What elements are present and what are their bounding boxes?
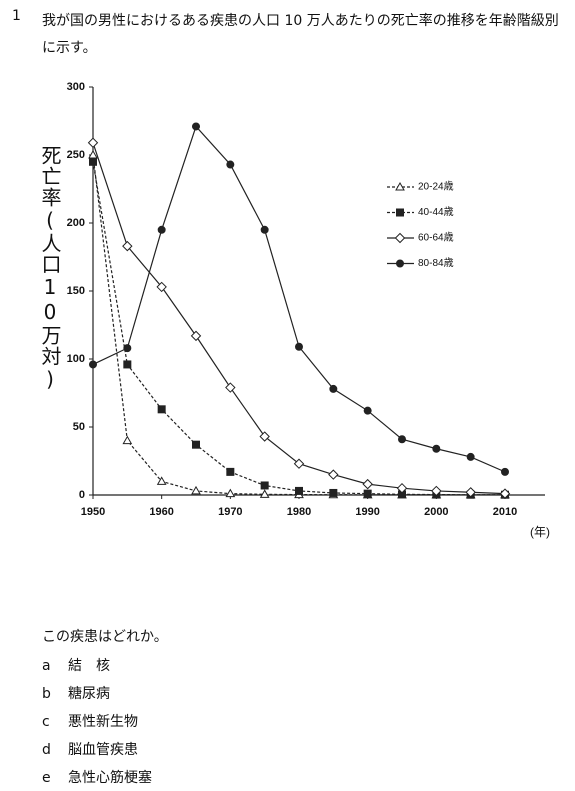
marker <box>293 458 305 469</box>
choice-text: 急性心筋梗塞 <box>68 770 152 786</box>
question-text: 我が国の男性におけるある疾患の人口 10 万人あたりの死亡率の推移を年齢階級別に… <box>42 13 559 56</box>
y-tick-label: 50 <box>73 421 85 433</box>
choice-text: 悪性新生物 <box>68 714 138 730</box>
marker <box>501 467 509 476</box>
marker <box>259 489 270 498</box>
x-tick-label: 1970 <box>218 506 242 518</box>
choice: b 糖尿病 <box>42 683 110 703</box>
y-tick-label: 0 <box>79 489 85 501</box>
choice: c 悪性新生物 <box>42 711 138 731</box>
marker <box>89 360 97 369</box>
marker <box>192 440 200 449</box>
x-tick-label: 2010 <box>493 506 517 518</box>
chart: (年) 0 50 100 150 200 250 300 1950 1960 1970 1980 19… <box>67 81 550 539</box>
series-line <box>92 125 506 473</box>
marker <box>398 435 406 444</box>
legend-label: 40-44歳 <box>418 206 454 218</box>
marker <box>123 344 132 353</box>
y-tick-label: 200 <box>67 217 85 229</box>
legend-marker <box>394 232 406 244</box>
marker <box>192 122 200 131</box>
marker <box>122 435 133 445</box>
marker <box>190 330 202 342</box>
choice-text: 脳血管疾患 <box>68 742 138 758</box>
legend-marker <box>395 181 405 191</box>
x-tick-label: 1950 <box>81 506 105 518</box>
marker <box>363 406 372 415</box>
choice-letter: b <box>42 686 51 702</box>
marker <box>295 486 303 495</box>
marker <box>226 467 235 476</box>
marker <box>87 137 99 148</box>
marker <box>260 225 269 234</box>
y-tick-label: 100 <box>67 353 85 365</box>
marker <box>157 405 166 414</box>
x-axis-label: (年) <box>530 525 550 539</box>
legend-label: 80-84歳 <box>418 257 454 269</box>
x-tick-label: 1990 <box>355 506 379 518</box>
choice: d 脳血管疾患 <box>42 739 138 759</box>
choice-text: 糖尿病 <box>68 686 110 702</box>
marker <box>431 485 442 497</box>
y-axis-label: 死亡率(人口10万対) <box>38 145 62 392</box>
marker <box>363 489 372 498</box>
prompt: この疾患はどれか。 <box>42 629 168 645</box>
marker <box>465 487 476 498</box>
marker <box>396 482 408 494</box>
legend-label: 20-24歳 <box>418 181 454 193</box>
marker <box>225 382 236 393</box>
legend-label: 60-64歳 <box>418 232 454 244</box>
marker <box>362 478 373 490</box>
marker <box>157 225 166 234</box>
y-tick-label: 300 <box>67 81 85 93</box>
question-number: 1 <box>12 8 21 24</box>
marker <box>329 384 338 393</box>
marker <box>432 444 441 453</box>
marker <box>328 469 339 480</box>
marker <box>260 481 269 490</box>
x-tick-label: 2000 <box>424 506 448 518</box>
marker <box>156 281 167 293</box>
choice: e 急性心筋梗塞 <box>42 767 152 787</box>
y-tick-label: 250 <box>67 149 85 161</box>
marker <box>122 240 133 252</box>
marker <box>499 488 511 499</box>
marker <box>295 342 303 351</box>
marker <box>329 488 338 497</box>
marker <box>466 452 475 461</box>
marker <box>191 485 201 495</box>
series-line <box>92 142 506 495</box>
choice-letter: d <box>42 742 51 758</box>
x-tick-label: 1980 <box>287 506 311 518</box>
marker <box>89 157 97 166</box>
choice-letter: e <box>42 770 51 786</box>
marker <box>123 360 132 369</box>
choice-letter: c <box>42 714 50 730</box>
choice-letter: a <box>42 658 51 674</box>
choice-text: 結 核 <box>68 658 110 674</box>
y-tick-label: 150 <box>67 285 85 297</box>
marker <box>226 160 235 169</box>
legend-marker <box>396 259 404 268</box>
x-tick-label: 1960 <box>149 506 173 518</box>
marker <box>225 488 236 498</box>
marker <box>259 431 270 442</box>
marker <box>156 476 167 485</box>
series-line <box>92 154 505 496</box>
legend-marker <box>396 208 404 217</box>
